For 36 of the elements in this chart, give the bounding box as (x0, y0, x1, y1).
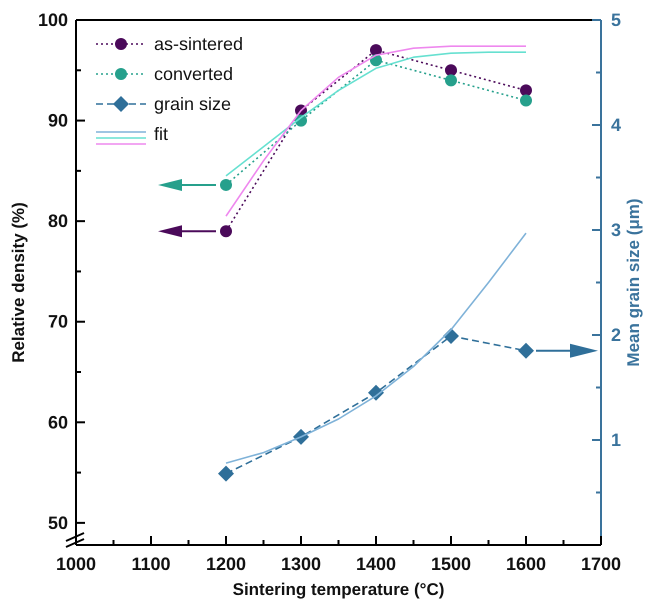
legend-label: converted (154, 64, 234, 84)
point (445, 74, 457, 86)
legend-label: grain size (154, 94, 232, 114)
point (220, 178, 232, 191)
x-tick-label: 1200 (206, 554, 246, 574)
point (220, 225, 232, 238)
y2-tick-label: 5 (611, 10, 622, 30)
x-tick-label: 1500 (430, 554, 472, 574)
point (218, 466, 234, 482)
x-tick-label: 1100 (131, 554, 171, 574)
y2-axis-title: Mean grain size (μm) (624, 198, 643, 367)
point (445, 64, 457, 76)
x-tick-label: 1300 (280, 554, 322, 574)
y2-tick-label: 1 (611, 430, 622, 450)
x-tick-label: 1400 (356, 554, 396, 574)
legend-label: as-sintered (154, 34, 244, 54)
y2-tick-label: 4 (611, 115, 622, 135)
y2-tick-label: 2 (611, 325, 622, 345)
y-tick-label: 90 (48, 110, 68, 131)
point (518, 342, 534, 359)
x-tick-label: 1600 (506, 554, 546, 574)
y-tick-label: 80 (48, 211, 68, 232)
y2-tick-label: 3 (611, 220, 622, 240)
y-tick-label: 100 (38, 10, 68, 30)
x-axis-title: Sintering temperature (°C) (232, 580, 444, 599)
y-tick-label: 70 (48, 312, 68, 332)
point (370, 44, 382, 56)
line-series (225, 232, 527, 464)
y-tick-label: 60 (48, 412, 68, 432)
point (520, 84, 532, 96)
point (520, 94, 532, 106)
legend-label: fit (154, 124, 168, 144)
x-tick-label: 1700 (580, 554, 622, 574)
x-tick-label: 1000 (56, 554, 96, 574)
y-tick-label: 50 (48, 512, 68, 533)
y-axis-title: Relative density (%) (9, 202, 28, 363)
